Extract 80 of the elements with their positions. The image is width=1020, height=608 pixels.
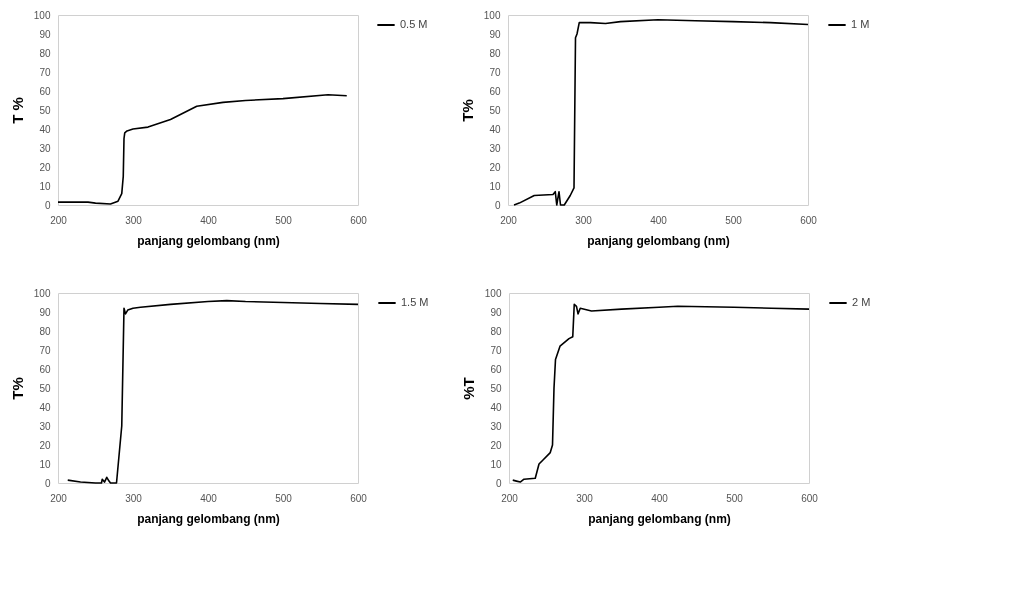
y-tick-label: 60 xyxy=(489,85,501,97)
x-tick-label: 200 xyxy=(500,214,518,226)
x-tick-label: 200 xyxy=(50,214,68,226)
y-tick-label: 0 xyxy=(495,477,502,489)
x-tick-label: 600 xyxy=(800,214,818,226)
y-tick-label: 100 xyxy=(33,9,51,21)
y-tick-label: 60 xyxy=(39,85,51,97)
y-tick-label: 50 xyxy=(489,104,501,116)
x-tick-label: 200 xyxy=(501,492,519,504)
x-tick-label: 200 xyxy=(50,492,68,504)
y-axis-title: T% xyxy=(8,377,26,400)
y-tick-label: 30 xyxy=(489,142,501,154)
y-tick-label: 40 xyxy=(39,401,51,413)
y-tick-label: 10 xyxy=(490,458,502,470)
y-tick-label: 60 xyxy=(490,363,502,375)
legend-label: 1 M xyxy=(851,18,870,30)
x-tick-label: 300 xyxy=(125,214,143,226)
y-tick-label: 0 xyxy=(494,199,501,211)
y-tick-label: 80 xyxy=(489,47,501,59)
x-tick-label: 600 xyxy=(350,492,368,504)
x-tick-label: 400 xyxy=(651,492,669,504)
y-tick-label: 90 xyxy=(490,306,502,318)
y-tick-label: 90 xyxy=(39,306,51,318)
legend-label: 0.5 M xyxy=(400,18,428,30)
x-axis-title: panjang gelombang (nm) xyxy=(588,511,731,526)
y-tick-label: 100 xyxy=(33,287,51,299)
x-tick-label: 300 xyxy=(125,492,143,504)
y-axis-title: T% xyxy=(458,99,476,122)
x-tick-label: 600 xyxy=(801,492,819,504)
x-axis-title: panjang gelombang (nm) xyxy=(587,233,730,248)
x-tick-label: 400 xyxy=(200,214,218,226)
x-tick-label: 500 xyxy=(275,492,293,504)
y-tick-label: 20 xyxy=(39,161,51,173)
y-tick-label: 80 xyxy=(39,47,51,59)
y-tick-label: 20 xyxy=(490,439,502,451)
y-tick-label: 60 xyxy=(39,363,51,375)
y-tick-label: 90 xyxy=(489,28,501,40)
y-tick-label: 70 xyxy=(39,66,51,78)
x-tick-label: 500 xyxy=(726,492,744,504)
y-tick-label: 40 xyxy=(39,123,51,135)
y-tick-label: 20 xyxy=(39,439,51,451)
y-tick-label: 70 xyxy=(39,344,51,356)
y-tick-label: 10 xyxy=(39,458,51,470)
y-tick-label: 50 xyxy=(490,382,502,394)
y-tick-label: 10 xyxy=(489,180,501,192)
line-series xyxy=(66,299,359,484)
line-series xyxy=(513,18,809,206)
line-series xyxy=(511,303,810,483)
y-tick-label: 80 xyxy=(39,325,51,337)
line-series xyxy=(57,94,348,205)
x-tick-label: 500 xyxy=(725,214,743,226)
x-tick-label: 300 xyxy=(576,492,594,504)
y-tick-label: 0 xyxy=(44,477,51,489)
y-tick-label: 100 xyxy=(484,287,502,299)
x-axis-title: panjang gelombang (nm) xyxy=(137,233,280,248)
y-tick-label: 80 xyxy=(490,325,502,337)
y-tick-label: 40 xyxy=(489,123,501,135)
y-tick-label: 30 xyxy=(490,420,502,432)
y-tick-label: 30 xyxy=(39,420,51,432)
x-tick-label: 600 xyxy=(350,214,368,226)
x-tick-label: 300 xyxy=(575,214,593,226)
x-axis-title: panjang gelombang (nm) xyxy=(137,511,280,526)
y-axis-title: T % xyxy=(8,97,26,124)
y-tick-label: 50 xyxy=(39,382,51,394)
x-tick-label: 400 xyxy=(650,214,668,226)
y-tick-label: 20 xyxy=(489,161,501,173)
y-tick-label: 30 xyxy=(39,142,51,154)
legend-label: 1.5 M xyxy=(401,296,429,308)
y-tick-label: 70 xyxy=(489,66,501,78)
y-tick-label: 40 xyxy=(490,401,502,413)
y-tick-label: 50 xyxy=(39,104,51,116)
y-tick-label: 0 xyxy=(44,199,51,211)
x-tick-label: 500 xyxy=(275,214,293,226)
y-tick-label: 90 xyxy=(39,28,51,40)
y-tick-label: 10 xyxy=(39,180,51,192)
y-tick-label: 100 xyxy=(483,9,501,21)
y-axis-title: %T xyxy=(459,377,477,400)
y-tick-label: 70 xyxy=(490,344,502,356)
legend-label: 2 M xyxy=(852,296,871,308)
x-tick-label: 400 xyxy=(200,492,218,504)
